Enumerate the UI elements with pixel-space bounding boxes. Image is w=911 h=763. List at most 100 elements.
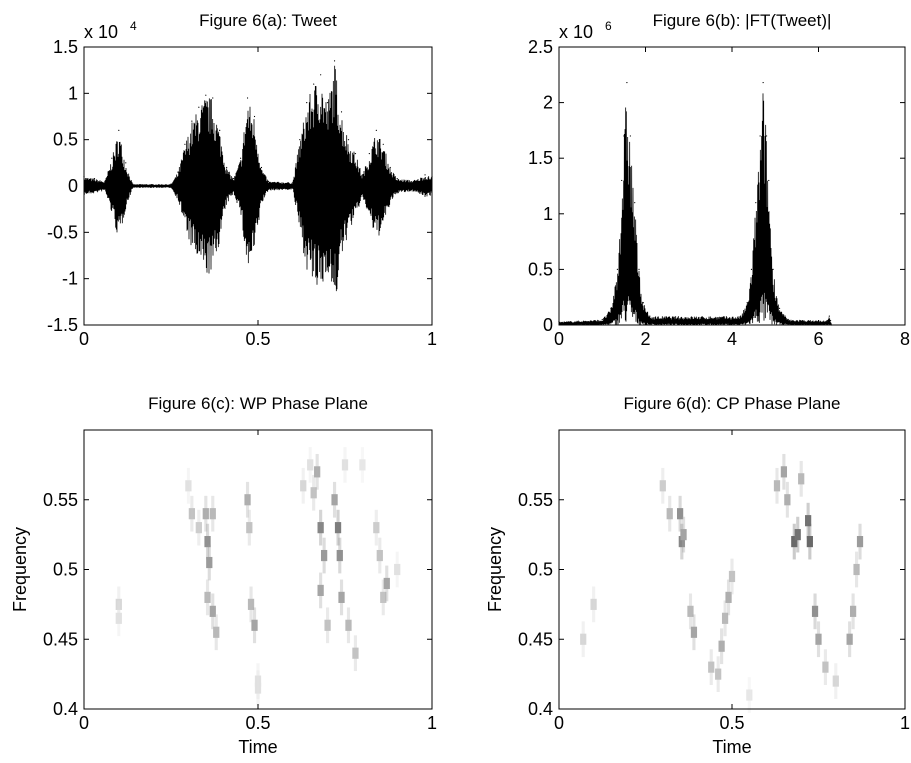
y-tick-label: -1.5 — [47, 315, 78, 335]
heat-cell — [687, 605, 694, 617]
y-axis-label: Frequency — [10, 527, 30, 612]
heat-cell — [659, 480, 666, 492]
heat-smear — [256, 670, 260, 706]
heat-smear — [682, 516, 686, 553]
heat-smear — [343, 447, 347, 483]
heat-cell — [341, 459, 349, 471]
heat-cell — [254, 682, 262, 694]
envelope-point — [354, 152, 357, 155]
x-tick-label: 8 — [900, 329, 910, 349]
heat-smear — [186, 467, 190, 504]
heat-smear — [799, 460, 803, 497]
envelope-point — [347, 139, 350, 141]
envelope-point — [766, 135, 768, 137]
plot-area — [84, 430, 432, 709]
x-tick-label: 0.5 — [245, 329, 270, 349]
envelope-point — [762, 81, 764, 84]
heat-cell — [320, 549, 328, 562]
heat-smear — [204, 495, 208, 532]
envelope-point — [396, 177, 398, 180]
heat-cell — [244, 494, 251, 506]
heat-cell — [209, 508, 216, 520]
envelope-point — [327, 102, 329, 104]
envelope-point — [306, 102, 308, 104]
heat-smear — [855, 551, 859, 588]
heat-cell — [246, 522, 253, 534]
heat-smear — [256, 663, 260, 699]
heat-cell — [394, 563, 401, 576]
heat-cell — [314, 466, 321, 478]
heat-smear — [816, 621, 821, 658]
heat-smear — [346, 607, 351, 644]
heat-smear — [792, 523, 796, 560]
heat-smear — [385, 565, 389, 602]
envelope-point — [768, 179, 770, 182]
heat-cell — [300, 480, 307, 492]
heat-smear — [692, 614, 696, 651]
heat-cell — [728, 570, 736, 583]
heat-smear — [360, 447, 364, 483]
envelope-point — [828, 315, 830, 317]
envelope-point — [118, 129, 120, 131]
heat-smear — [823, 649, 827, 686]
y-tick-label: 2.5 — [528, 37, 553, 57]
heat-cell — [853, 563, 860, 576]
heat-smear — [308, 447, 312, 483]
envelope-point — [634, 202, 636, 204]
heat-smear — [688, 593, 693, 630]
heat-smear — [661, 467, 665, 504]
envelope-point — [759, 135, 761, 137]
heat-cell — [195, 522, 202, 534]
heat-smear — [834, 663, 838, 699]
envelope-point — [740, 315, 742, 317]
y-exponent-label: 6 — [605, 19, 612, 33]
envelope-point — [226, 166, 228, 169]
y-tick-label: 0.4 — [53, 699, 78, 719]
x-tick-label: 2 — [640, 329, 650, 349]
envelope-point — [621, 179, 623, 182]
x-tick-label: 6 — [813, 329, 823, 349]
plot-area — [559, 47, 905, 325]
x-tick-label: 0 — [79, 329, 89, 349]
heat-cell — [798, 473, 805, 485]
envelope-point — [104, 180, 106, 182]
heat-smear — [211, 495, 215, 532]
heat-smear — [858, 523, 862, 560]
chart-title: Figure 6(b): |FT(Tweet)| — [653, 11, 832, 30]
heat-cell — [115, 598, 122, 610]
y-tick-label: 0.45 — [43, 629, 78, 649]
envelope-point — [93, 177, 96, 180]
heat-smear — [668, 495, 672, 532]
panel-d: 0 0.5 1 0.55 0.5 0.45 0.4 Figure 6(d): CP Phase… — [485, 394, 910, 757]
heat-smear — [249, 586, 253, 623]
heat-smear — [252, 607, 257, 644]
heat-cell — [590, 598, 597, 610]
heat-cell — [794, 529, 801, 541]
envelope-point — [313, 83, 315, 85]
envelope-point — [132, 183, 134, 185]
heat-smear — [374, 509, 378, 546]
envelope-point — [616, 268, 618, 270]
envelope-point — [219, 129, 221, 131]
heat-smear — [806, 502, 810, 539]
envelope-point — [830, 319, 832, 322]
x-tick-label: 0 — [79, 713, 89, 733]
heat-smear — [592, 586, 596, 623]
envelope-point — [246, 97, 249, 99]
heat-cell — [676, 508, 684, 520]
y-multiplier-label: x 10 — [559, 22, 593, 42]
heat-smear — [211, 593, 215, 630]
heat-cell — [380, 591, 387, 603]
y-tick-label: 0.4 — [528, 699, 553, 719]
heat-cell — [690, 626, 698, 638]
y-multiplier-label: x 10 — [84, 22, 118, 42]
heat-cell — [784, 494, 791, 506]
envelope-point — [260, 166, 263, 169]
heat-smear — [813, 593, 817, 630]
heat-smear — [378, 537, 382, 574]
envelope-point — [642, 302, 644, 304]
heat-smear — [808, 523, 812, 560]
heat-cell — [373, 522, 380, 534]
heat-smear — [197, 509, 201, 546]
envelope-point — [267, 180, 270, 182]
